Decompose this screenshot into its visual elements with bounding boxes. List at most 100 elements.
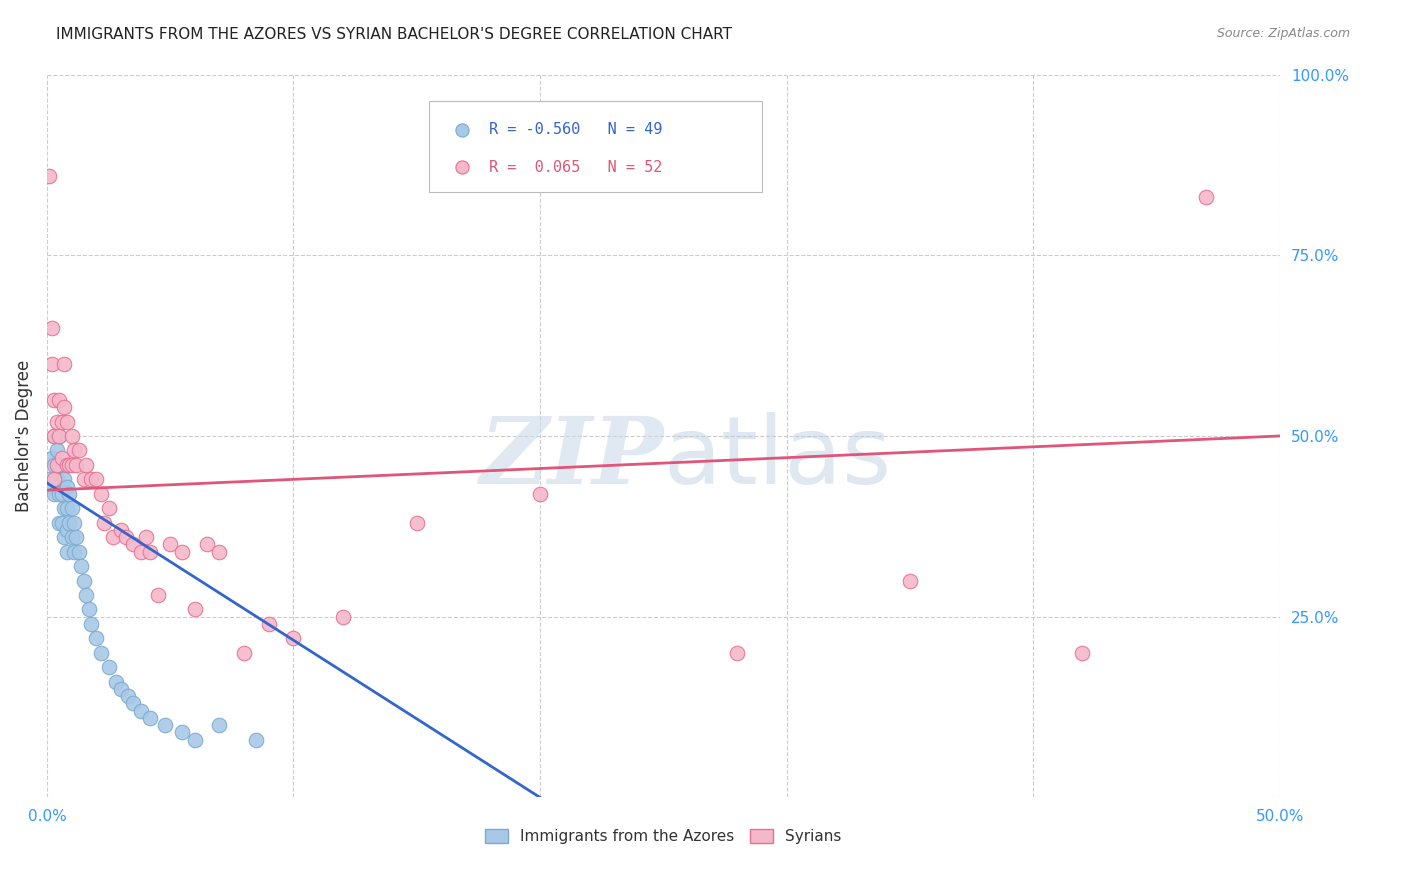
Point <box>159 537 181 551</box>
Point <box>63 544 86 558</box>
Point <box>44 392 66 407</box>
Point <box>1071 646 1094 660</box>
Point <box>41 450 63 465</box>
Text: R =  0.065   N = 52: R = 0.065 N = 52 <box>489 160 662 175</box>
Text: Source: ZipAtlas.com: Source: ZipAtlas.com <box>1216 27 1350 40</box>
Point <box>110 523 132 537</box>
Point <box>51 458 73 472</box>
Point <box>55 544 77 558</box>
Point <box>63 443 86 458</box>
Y-axis label: Bachelor's Degree: Bachelor's Degree <box>15 359 32 512</box>
Point <box>90 487 112 501</box>
Point <box>45 472 67 486</box>
Point <box>866 160 889 174</box>
Point <box>44 472 66 486</box>
Point <box>257 616 280 631</box>
Point <box>114 530 136 544</box>
Point <box>117 690 139 704</box>
Point <box>195 537 218 551</box>
Point <box>80 472 103 486</box>
Point <box>51 516 73 530</box>
Point <box>73 574 96 588</box>
Point <box>41 480 63 494</box>
Point <box>58 516 80 530</box>
Point <box>80 616 103 631</box>
Point <box>332 609 354 624</box>
Point <box>208 718 231 732</box>
Point <box>65 530 87 544</box>
Point <box>134 530 156 544</box>
Point <box>245 732 267 747</box>
Point <box>45 415 67 429</box>
Point <box>104 674 127 689</box>
Point <box>67 443 90 458</box>
Point <box>48 392 70 407</box>
Point <box>172 725 194 739</box>
Point <box>139 544 162 558</box>
Point <box>55 523 77 537</box>
Point <box>172 544 194 558</box>
Point <box>233 646 256 660</box>
Point <box>48 516 70 530</box>
Point <box>53 400 76 414</box>
Text: atlas: atlas <box>664 412 891 504</box>
Point <box>53 501 76 516</box>
Point <box>405 516 427 530</box>
Point <box>58 458 80 472</box>
Point <box>184 602 207 616</box>
FancyBboxPatch shape <box>429 102 762 192</box>
Point <box>55 415 77 429</box>
Point <box>38 472 60 486</box>
Point <box>67 544 90 558</box>
Point <box>122 537 145 551</box>
Point <box>65 458 87 472</box>
Point <box>73 472 96 486</box>
Point <box>725 646 748 660</box>
Point <box>44 458 66 472</box>
Point <box>110 681 132 696</box>
Point <box>60 429 83 443</box>
Point <box>97 660 120 674</box>
Point <box>155 718 177 732</box>
Point <box>208 544 231 558</box>
Point <box>93 516 115 530</box>
Point <box>129 704 152 718</box>
Point <box>51 415 73 429</box>
Point <box>97 501 120 516</box>
Point <box>58 487 80 501</box>
Point <box>55 480 77 494</box>
Text: R = -0.560   N = 49: R = -0.560 N = 49 <box>489 122 662 137</box>
Point <box>129 544 152 558</box>
Point <box>55 501 77 516</box>
Point <box>63 516 86 530</box>
Point <box>48 429 70 443</box>
Point <box>184 732 207 747</box>
Point <box>41 320 63 334</box>
Point <box>529 487 551 501</box>
Point <box>84 472 107 486</box>
Point <box>90 646 112 660</box>
Point <box>53 530 76 544</box>
Point <box>44 487 66 501</box>
Point <box>1195 190 1218 204</box>
Point <box>866 123 889 137</box>
Point <box>55 458 77 472</box>
Point <box>51 450 73 465</box>
Point <box>45 458 67 472</box>
Point <box>45 443 67 458</box>
Point <box>60 458 83 472</box>
Point <box>75 458 97 472</box>
Point <box>53 472 76 486</box>
Point <box>283 632 305 646</box>
Point <box>48 458 70 472</box>
Point <box>146 588 169 602</box>
Point <box>103 530 125 544</box>
Point <box>122 697 145 711</box>
Text: IMMIGRANTS FROM THE AZORES VS SYRIAN BACHELOR'S DEGREE CORRELATION CHART: IMMIGRANTS FROM THE AZORES VS SYRIAN BAC… <box>56 27 733 42</box>
Point <box>44 429 66 443</box>
Point <box>84 632 107 646</box>
Text: ZIP: ZIP <box>479 413 664 503</box>
Point <box>60 501 83 516</box>
Point <box>51 487 73 501</box>
Point <box>48 429 70 443</box>
